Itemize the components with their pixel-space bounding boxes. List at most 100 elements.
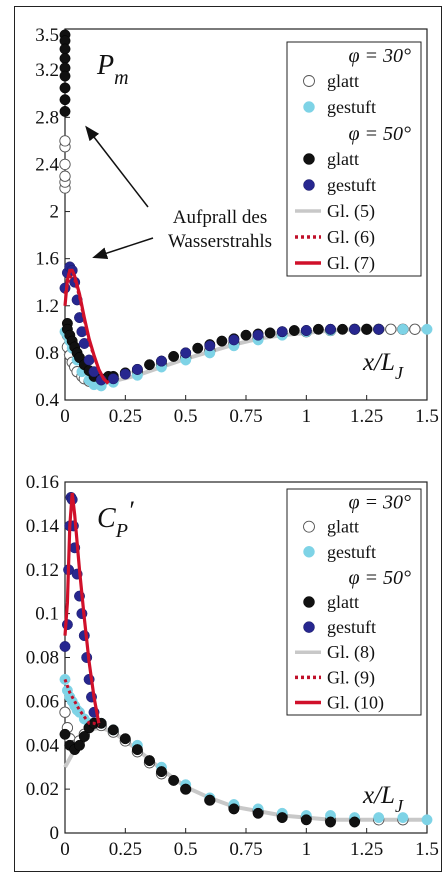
annotation-line-1: Aufprall des xyxy=(173,207,267,228)
data-point-stepped-50 xyxy=(325,323,336,335)
data-point-smooth-30 xyxy=(409,323,421,335)
legend-item-gestuft-30-label: gestuft xyxy=(327,542,376,562)
x-tick-label: 0.5 xyxy=(174,839,198,860)
legend-group-50: φ = 50° xyxy=(348,123,411,145)
panel-label: Pm xyxy=(96,50,129,89)
data-point-smooth-50 xyxy=(240,329,252,341)
figure-svg: 0 0.25 0.5 0.75 1 1.25 1.5 0.4 0.8 1.2 1.6 2 2.4 2.8 3… xyxy=(26,25,439,860)
data-point-stepped-50 xyxy=(156,355,167,367)
x-axis-label: x/LJ xyxy=(362,349,404,383)
data-point-smooth-50 xyxy=(300,814,312,826)
legend-group-50: φ = 50° xyxy=(348,567,411,589)
data-point-stepped-50 xyxy=(119,368,131,380)
legend-item-fit-2-label: Gl. (9) xyxy=(327,667,375,688)
data-point-smooth-30 xyxy=(59,170,71,182)
legend-item-glatt-50-label: glatt xyxy=(327,149,359,169)
data-point-stepped-50 xyxy=(276,326,288,338)
legend-item-gestuft-30-marker xyxy=(303,101,315,113)
fit-line-solid-red xyxy=(63,492,101,724)
data-point-smooth-50 xyxy=(264,327,276,339)
data-point-smooth-50 xyxy=(288,325,300,336)
legend: φ = 30° glatt gestuft φ = 50° glatt gestuft Gl… xyxy=(286,488,422,716)
y-tick-label: 0.04 xyxy=(26,735,60,756)
fit-line-solid-red xyxy=(63,268,110,385)
data-point-stepped-30 xyxy=(421,814,433,826)
data-point-stepped-50 xyxy=(349,323,361,335)
annotation-arrow-lower xyxy=(92,237,154,259)
y-tick-label: 1.6 xyxy=(35,249,59,270)
y-tick-label: 0.12 xyxy=(26,560,59,581)
y-tick-label: 0.4 xyxy=(35,390,59,411)
data-point-smooth-50 xyxy=(337,323,348,335)
y-tick-label: 2.8 xyxy=(35,107,59,128)
data-point-smooth-50 xyxy=(59,52,71,64)
data-point-smooth-30 xyxy=(385,323,397,335)
data-point-smooth-50 xyxy=(361,323,373,335)
y-tick-label: 2 xyxy=(50,202,60,223)
panel-label: CP′ xyxy=(97,496,134,542)
legend-item-gestuft-30-label: gestuft xyxy=(327,97,376,117)
y-tick-label: 0 xyxy=(50,823,60,844)
x-tick-label: 0.75 xyxy=(229,839,262,860)
data-point-smooth-50 xyxy=(156,766,167,778)
y-tick-label: 0.08 xyxy=(26,648,59,669)
data-point-smooth-50 xyxy=(349,816,361,828)
x-tick-label: 0.75 xyxy=(229,406,262,427)
data-point-stepped-30 xyxy=(397,323,409,335)
chart-panel-1: 0 0.25 0.5 0.75 1 1.25 1.5 0.4 0.8 1.2 1.6 2 2.4 2.8 3… xyxy=(35,25,439,427)
legend-group-30: φ = 30° xyxy=(348,45,411,67)
y-tick-label: 0.06 xyxy=(26,691,59,712)
data-point-smooth-50 xyxy=(107,724,119,736)
legend-item-fit-1-label: Gl. (8) xyxy=(327,642,375,663)
data-point-smooth-50 xyxy=(252,807,264,819)
data-point-stepped-50 xyxy=(300,325,312,336)
x-tick-label: 0 xyxy=(60,839,70,860)
legend-item-gestuft-50-marker xyxy=(303,179,315,191)
legend-item-fit-1-label: Gl. (5) xyxy=(327,201,375,222)
data-point-smooth-50 xyxy=(59,82,71,94)
data-point-smooth-50 xyxy=(180,783,192,795)
figure-frame: 0 0.25 0.5 0.75 1 1.25 1.5 0.4 0.8 1.2 1.6 2 2.4 2.8 3… xyxy=(14,6,442,872)
y-tick-label: 1.2 xyxy=(35,296,59,317)
legend: φ = 30° glatt gestuft φ = 50° glatt gestuft Gl… xyxy=(286,41,422,277)
data-point-smooth-50 xyxy=(59,105,71,117)
data-point-stepped-50 xyxy=(180,347,192,359)
data-point-smooth-50 xyxy=(59,70,71,82)
legend-item-gestuft-50-label: gestuft xyxy=(327,617,376,637)
data-point-smooth-50 xyxy=(59,728,71,740)
legend-item-fit-2-label: Gl. (6) xyxy=(327,227,375,248)
y-tick-label: 0.14 xyxy=(26,516,60,537)
data-point-smooth-50 xyxy=(119,733,131,745)
data-point-smooth-50 xyxy=(204,794,216,806)
data-point-smooth-50 xyxy=(192,342,204,354)
x-tick-label: 1 xyxy=(302,406,312,427)
data-point-stepped-30 xyxy=(373,812,385,824)
y-tick-label: 0.02 xyxy=(26,779,59,800)
data-point-stepped-50 xyxy=(228,334,240,346)
data-point-stepped-50 xyxy=(204,340,216,352)
fit-line-dotted-red xyxy=(63,678,100,727)
x-tick-label: 1.5 xyxy=(415,406,439,427)
y-tick-label: 0.1 xyxy=(35,604,59,625)
legend-item-glatt-50-marker xyxy=(303,596,315,608)
y-tick-label: 3.5 xyxy=(35,25,59,46)
legend-item-glatt-50-label: glatt xyxy=(327,592,359,612)
y-tick-label: 3.2 xyxy=(35,60,59,81)
legend-item-gestuft-50-marker xyxy=(303,621,315,633)
chart-panel-2: 0 0.25 0.5 0.75 1 1.25 1.5 0 0.02 0.04 0.06 0.08 0.1… xyxy=(26,472,439,860)
data-point-smooth-50 xyxy=(168,774,180,786)
data-point-smooth-30 xyxy=(59,158,71,171)
data-point-smooth-50 xyxy=(228,803,240,815)
data-point-smooth-50 xyxy=(144,755,155,767)
legend-item-fit-3-label: Gl. (7) xyxy=(327,253,375,274)
x-tick-label: 1 xyxy=(302,839,312,860)
x-tick-label: 0.25 xyxy=(109,406,142,427)
x-tick-label: 0.5 xyxy=(174,406,198,427)
legend-item-gestuft-50-label: gestuft xyxy=(327,175,376,195)
legend-item-glatt-30-marker xyxy=(303,75,315,87)
x-tick-label: 1.5 xyxy=(415,839,439,860)
data-point-smooth-50 xyxy=(216,335,228,347)
legend-item-glatt-50-marker xyxy=(303,153,315,165)
x-tick-label: 0.25 xyxy=(109,839,142,860)
y-tick-label: 0.8 xyxy=(35,343,59,364)
